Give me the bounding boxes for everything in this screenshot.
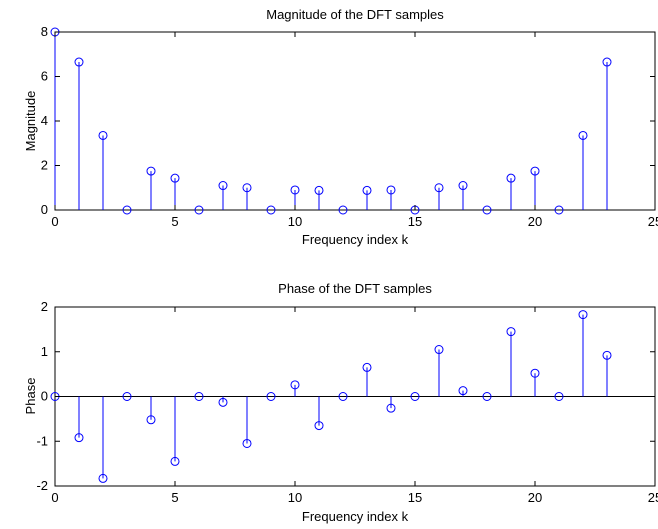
magnitude-stem-marker xyxy=(170,173,180,183)
phase-stem-marker xyxy=(290,380,300,390)
phase-stem-marker xyxy=(218,397,228,407)
phase-ytick-label: 1 xyxy=(41,344,48,359)
magnitude-stem-marker xyxy=(386,185,396,195)
phase-ylabel: Phase xyxy=(23,378,38,415)
magnitude-xtick-label: 0 xyxy=(51,214,58,229)
phase-stem-marker xyxy=(482,392,492,401)
magnitude-ylabel: Magnitude xyxy=(23,91,38,152)
magnitude-stem-marker xyxy=(290,185,300,195)
phase-xtick-label: 25 xyxy=(648,490,658,505)
magnitude-stem-marker xyxy=(98,130,108,140)
phase-stem-marker xyxy=(434,345,444,355)
magnitude-axes xyxy=(54,31,656,211)
magnitude-stem-marker xyxy=(314,185,324,195)
magnitude-ticks: 0 5 10 15 20 25 0 2 4 6 8 xyxy=(41,24,658,229)
phase-subplot: Phase of the DFT samples Frequency index… xyxy=(23,281,658,524)
phase-stem-marker xyxy=(530,368,540,378)
magnitude-stem-marker xyxy=(602,57,612,67)
phase-stem-marker xyxy=(146,415,156,425)
phase-stem-marker xyxy=(362,362,372,372)
magnitude-stem-marker xyxy=(74,57,84,67)
magnitude-ytick-label: 4 xyxy=(41,113,48,128)
magnitude-ytick-label: 8 xyxy=(41,24,48,39)
magnitude-stems xyxy=(50,27,612,215)
phase-stem-marker xyxy=(410,392,420,401)
magnitude-xtick-label: 15 xyxy=(408,214,422,229)
phase-stem-marker xyxy=(458,386,468,396)
phase-stem-marker xyxy=(194,392,204,401)
magnitude-ytick-label: 0 xyxy=(41,202,48,217)
phase-stem-marker xyxy=(314,421,324,431)
phase-stem-marker xyxy=(602,350,612,360)
phase-stem-marker xyxy=(242,438,252,448)
phase-stems xyxy=(50,310,612,483)
magnitude-stem-marker xyxy=(530,166,540,176)
magnitude-stem-marker xyxy=(458,181,468,191)
magnitude-stem-marker xyxy=(434,183,444,193)
magnitude-stem-marker xyxy=(362,185,372,195)
phase-stem-marker xyxy=(122,392,132,401)
phase-stem-marker xyxy=(98,473,108,483)
phase-ytick-label: 0 xyxy=(41,389,48,404)
magnitude-xtick-label: 25 xyxy=(648,214,658,229)
phase-stem-marker xyxy=(506,327,516,337)
phase-stem-marker xyxy=(170,456,180,466)
magnitude-stem-marker xyxy=(506,173,516,183)
magnitude-stem-marker xyxy=(578,130,588,140)
phase-ytick-label: -2 xyxy=(36,478,48,493)
magnitude-stem-marker xyxy=(482,205,492,215)
magnitude-stem-marker xyxy=(194,205,204,215)
phase-stem-marker xyxy=(338,392,348,401)
phase-stem-marker xyxy=(386,403,396,413)
phase-xtick-label: 20 xyxy=(528,490,542,505)
magnitude-stem-marker xyxy=(554,205,564,215)
magnitude-stem-marker xyxy=(146,166,156,176)
magnitude-stem-marker xyxy=(338,205,348,215)
magnitude-ytick-label: 6 xyxy=(41,69,48,84)
phase-ticks: 0 5 10 15 20 25 -2 -1 0 1 2 xyxy=(36,299,658,505)
phase-xtick-label: 0 xyxy=(51,490,58,505)
phase-xtick-label: 15 xyxy=(408,490,422,505)
magnitude-xtick-label: 20 xyxy=(528,214,542,229)
magnitude-stem-marker xyxy=(242,183,252,193)
phase-stem-marker xyxy=(266,392,276,401)
phase-stem-marker xyxy=(74,433,84,443)
phase-xtick-label: 10 xyxy=(288,490,302,505)
magnitude-subplot: Magnitude of the DFT samples Frequency i… xyxy=(23,7,658,247)
phase-stem-marker xyxy=(554,392,564,401)
magnitude-stem-marker xyxy=(266,205,276,215)
magnitude-ytick-label: 2 xyxy=(41,158,48,173)
magnitude-stem-marker xyxy=(122,205,132,215)
magnitude-xtick-label: 5 xyxy=(171,214,178,229)
phase-xlabel: Frequency index k xyxy=(302,509,409,524)
phase-axes xyxy=(54,306,656,487)
magnitude-plot-frame xyxy=(54,31,656,211)
phase-ytick-label: 2 xyxy=(41,299,48,314)
phase-stem-marker xyxy=(578,310,588,320)
magnitude-title: Magnitude of the DFT samples xyxy=(266,7,444,22)
magnitude-xtick-label: 10 xyxy=(288,214,302,229)
phase-ytick-label: -1 xyxy=(36,433,48,448)
phase-xtick-label: 5 xyxy=(171,490,178,505)
phase-title: Phase of the DFT samples xyxy=(278,281,432,296)
magnitude-xlabel: Frequency index k xyxy=(302,232,409,247)
magnitude-stem-marker xyxy=(218,181,228,191)
